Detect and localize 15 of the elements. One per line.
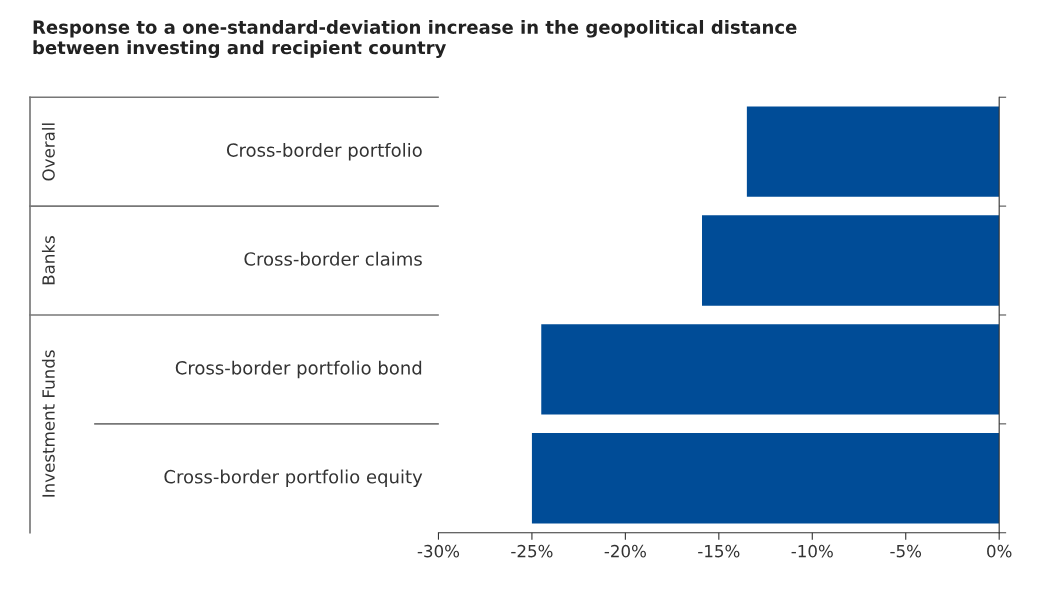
y-tick-label: Cross-border claims xyxy=(244,251,422,266)
text: Investment Funds xyxy=(41,350,55,497)
chart-title: Response to a one-standard-deviation increase in the geopolitical distance between investing and recipient country xyxy=(33,20,797,58)
x-tick-label: -10% xyxy=(791,544,833,558)
text: Overall xyxy=(41,123,55,181)
x-tick-label: -20% xyxy=(604,544,646,558)
x-tick-label: -5% xyxy=(890,544,922,558)
x-tick-label: -15% xyxy=(698,544,740,558)
y-tick-label: Cross-border portfolio xyxy=(226,142,422,161)
x-tick-label: 0% xyxy=(987,544,1012,558)
y-tick-label: Cross-border portfolio equity xyxy=(164,469,423,488)
text: Banks xyxy=(41,236,55,285)
y-tick-label: Cross-border portfolio bond xyxy=(175,360,422,379)
x-tick-label: -25% xyxy=(511,544,553,558)
x-tick-label: -30% xyxy=(417,544,460,558)
